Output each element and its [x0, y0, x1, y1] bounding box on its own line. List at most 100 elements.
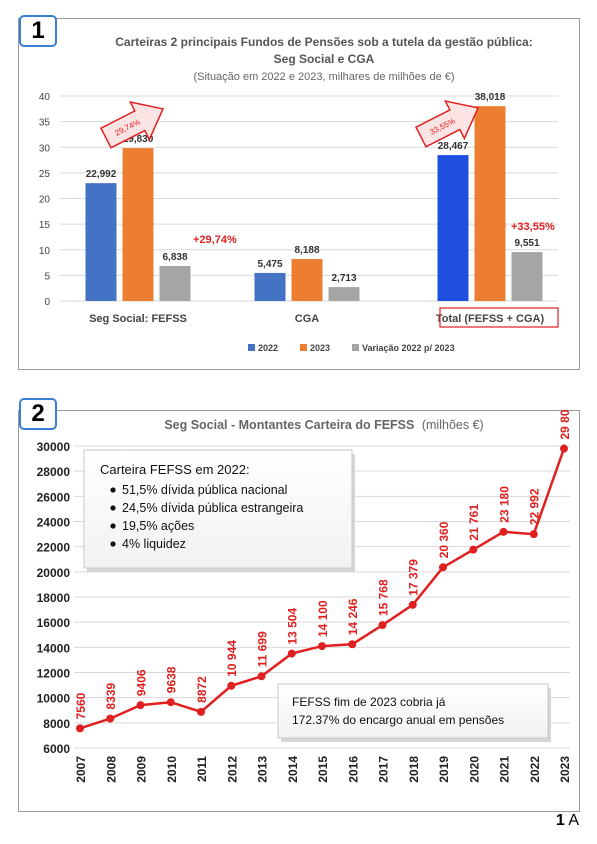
chart2-x-tick-label: 2021 [498, 756, 512, 783]
chart2-data-label: 29 800 [558, 410, 572, 440]
chart2-data-point [106, 714, 115, 723]
coverage-note-line1: FEFSS fim de 2023 cobria já [292, 695, 446, 709]
coverage-note-line2: 172.37% do encargo anual em pensões [292, 713, 504, 727]
chart2-x-tick-label: 2016 [346, 756, 360, 783]
chart1-bar-value-label: 29,830 [123, 134, 154, 145]
chart1-y-tick-label: 25 [39, 169, 51, 180]
chart2-data-point [287, 649, 296, 658]
chart1-category-label: Seg Social: FEFSS [89, 313, 187, 325]
chart1-y-tick-label: 0 [44, 297, 50, 308]
chart1-bar-value-label: 5,475 [257, 259, 282, 270]
chart1-bar [437, 155, 469, 301]
chart1-y-tick-label: 20 [39, 195, 51, 206]
chart1-bar [85, 183, 117, 301]
portfolio-composition-box: Carteira FEFSS em 2022: 51,5% dívida púb… [83, 449, 355, 572]
chart2-data-point [257, 672, 266, 681]
chart1-y-tick-label: 35 [39, 118, 51, 129]
chart1-y-tick-label: 5 [44, 271, 50, 282]
chart2-y-tick-label: 30000 [37, 440, 71, 454]
chart1-y-tick-label: 40 [39, 92, 51, 103]
chart2-title-unit: (milhões €) [422, 418, 484, 432]
variation-label-fefss: +29,74% [193, 234, 237, 246]
chart2-data-label: 10 944 [225, 640, 239, 677]
chart2-data-point [499, 527, 508, 536]
chart1-bar [159, 265, 191, 301]
chart2-y-tick-label: 26000 [37, 490, 71, 504]
chart2-y-tick-label: 28000 [37, 465, 71, 479]
chart2-x-tick-label: 2014 [286, 756, 300, 783]
chart2-data-point [529, 530, 538, 539]
panel-2-badge: 2 [19, 398, 57, 430]
coverage-note-box: FEFSS fim de 2023 cobria já 172.37% do e… [277, 683, 551, 742]
chart2-y-tick-label: 22000 [37, 541, 71, 555]
composition-bullet: 51,5% dívida pública nacional [122, 483, 287, 497]
chart2-y-tick-label: 16000 [37, 616, 71, 630]
chart2-data-label: 21 761 [467, 504, 481, 541]
chart2-y-tick-label: 6000 [43, 742, 70, 756]
composition-bullet: 4% liquidez [122, 537, 186, 551]
chart2-y-tick-label: 10000 [37, 692, 71, 706]
chart1-bar-value-label: 9,551 [514, 238, 539, 249]
chart1-bar [122, 148, 154, 301]
chart2-data-point [439, 563, 447, 572]
page-footer: 1 A [556, 812, 579, 830]
chart2-x-tick-label: 2023 [558, 756, 572, 783]
chart2-data-label: 14 100 [316, 600, 330, 637]
chart2-y-tick-label: 8000 [43, 717, 70, 731]
chart1-bar [474, 106, 506, 302]
chart2-data-label: 17 379 [407, 559, 421, 596]
chart2-data-label: 8339 [104, 683, 118, 710]
chart1-legend-swatch [248, 344, 255, 351]
chart2-data-label: 15 768 [377, 579, 391, 616]
chart1-legend-swatch [352, 344, 359, 351]
panel-1-badge: 1 [19, 15, 57, 47]
chart1-bar-value-label: 6,838 [162, 252, 187, 263]
bullet-dot [110, 505, 116, 511]
chart1-y-tick-label: 10 [39, 246, 51, 257]
chart2-data-point [408, 600, 417, 609]
chart2-x-tick-label: 2018 [407, 756, 421, 783]
chart2-data-label: 9406 [135, 669, 149, 696]
chart2-data-label: 22 992 [528, 488, 542, 525]
composition-heading: Carteira FEFSS em 2022: [100, 462, 250, 477]
chart2-data-point [197, 707, 205, 716]
chart2-data-point [76, 724, 84, 733]
chart1-legend-label: 2023 [310, 343, 330, 353]
chart1-bar [291, 259, 323, 301]
chart2-data-label: 9638 [165, 666, 179, 693]
chart1-legend-swatch [300, 344, 307, 351]
chart1-bar [511, 252, 543, 301]
chart2-data-point [166, 698, 175, 707]
chart2-x-tick-label: 2010 [165, 756, 179, 783]
chart2-x-tick-label: 2008 [104, 756, 118, 783]
chart2-data-label: 20 360 [437, 521, 451, 558]
chart1-subtitle: (Situação em 2022 e 2023, milhares de mi… [193, 71, 454, 83]
chart2-x-tick-label: 2009 [135, 756, 149, 783]
chart1-bar-value-label: 2,713 [331, 273, 356, 284]
chart1-category-label: CGA [295, 313, 320, 325]
chart2-data-point [469, 545, 478, 554]
chart2-title: Seg Social - Montantes Carteira do FEFSS… [164, 418, 483, 432]
chart1-bar-value-label: 28,467 [438, 141, 469, 152]
variation-label-total: +33,55% [511, 221, 555, 233]
line-chart-fefss: Seg Social - Montantes Carteira do FEFSS… [37, 410, 572, 783]
chart2-data-point [227, 681, 236, 690]
chart2-data-label: 11 699 [256, 631, 270, 667]
chart1-y-tick-label: 30 [39, 143, 51, 154]
chart1-title-line1: Carteiras 2 principais Fundos de Pensões… [115, 35, 532, 49]
chart2-y-tick-label: 14000 [37, 641, 71, 655]
chart2-data-point [136, 701, 145, 710]
chart1-bar [254, 272, 286, 301]
chart2-data-label: 23 180 [498, 486, 512, 523]
chart1-title-line2: Seg Social e CGA [274, 52, 375, 66]
growth-arrow-fefss: 29,74% [99, 100, 165, 149]
total-category-highlight [439, 307, 559, 328]
composition-bullet: 19,5% ações [122, 519, 194, 533]
chart2-x-tick-label: 2022 [528, 756, 542, 783]
chart2-x-tick-label: 2019 [437, 756, 451, 783]
chart1-bar-value-label: 8,188 [294, 245, 319, 256]
chart1-bar [328, 287, 360, 301]
bullet-dot [110, 487, 116, 493]
chart1-y-tick-label: 15 [39, 220, 51, 231]
chart1-bar-value-label: 38,018 [475, 92, 506, 103]
